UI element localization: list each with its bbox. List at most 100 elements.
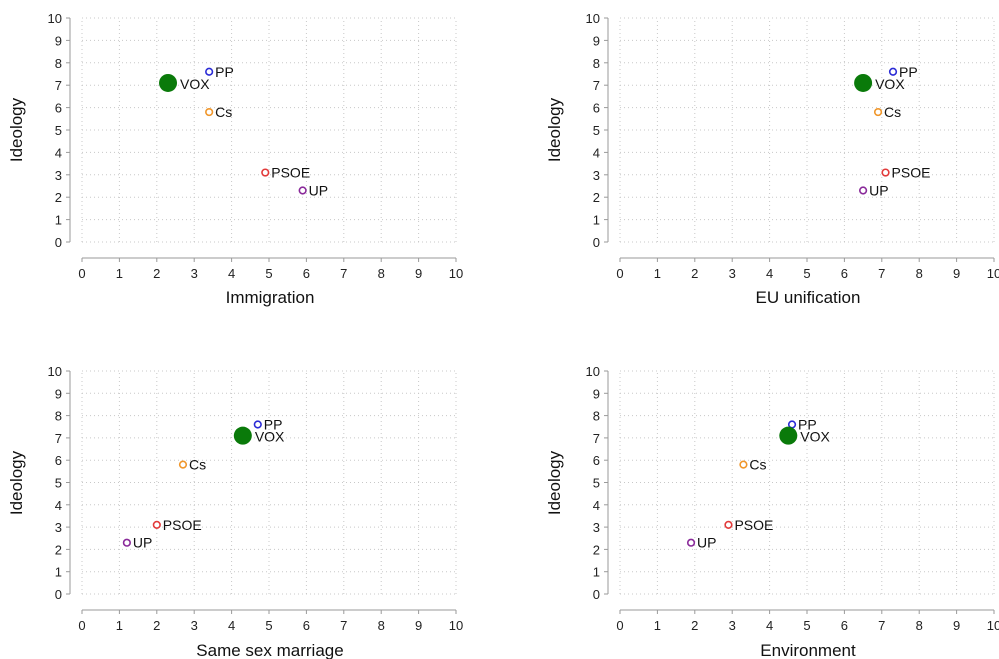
point-up [686,538,696,547]
x-tick-label: 1 [654,266,661,281]
y-tick-label: 0 [55,587,62,602]
x-tick-label: 8 [916,266,923,281]
y-tick-label: 1 [55,213,62,228]
point-label-cs: Cs [215,104,232,120]
x-tick-label: 10 [987,618,999,633]
point-label-vox: VOX [800,429,830,445]
x-tick-label: 0 [616,266,623,281]
x-tick-label: 8 [378,618,385,633]
y-tick-label: 0 [55,235,62,250]
y-tick-label: 9 [593,33,600,48]
y-tick-label: 3 [55,520,62,535]
point-cs [205,107,214,117]
x-tick-label: 2 [691,266,698,281]
point-label-psoe: PSOE [734,517,773,533]
point-label-vox: VOX [875,76,905,92]
point-label-pp: PP [798,417,817,433]
y-tick-label: 3 [593,168,600,183]
x-axis-title: Immigration [226,288,315,307]
x-axis-title: EU unification [756,288,861,307]
chart-panel-1: 0 1 2 3 4 5 6 7 8 9 10 0 1 2 3 4 5 6 7 8 9 10 Immigration Ideol… [7,11,463,307]
y-tick-label: 0 [593,587,600,602]
x-tick-label: 4 [228,618,235,633]
x-tick-label: 10 [987,266,999,281]
y-tick-label: 8 [593,56,600,71]
y-tick-label: 6 [55,453,62,468]
x-tick-label: 7 [340,618,347,633]
x-tick-label: 3 [729,266,736,281]
point-label-vox: VOX [180,76,210,92]
y-tick-label: 10 [48,364,62,379]
point-psoe [724,520,733,529]
x-tick-label: 2 [153,618,160,633]
point-cs [739,460,748,469]
y-tick-label: 7 [593,431,600,446]
y-axis-title: Ideology [545,450,564,515]
point-up [298,186,307,195]
x-tick-label: 6 [841,266,848,281]
y-tick-label: 8 [55,56,62,71]
y-tick-label: 5 [55,123,62,138]
x-tick-label: 6 [303,266,310,281]
y-tick-label: 3 [55,168,62,183]
point-label-psoe: PSOE [163,517,202,533]
y-tick-label: 2 [593,190,600,205]
x-tick-label: 9 [953,266,960,281]
x-tick-label: 4 [228,266,235,281]
point-label-up: UP [309,182,328,198]
x-tick-label: 3 [729,618,736,633]
point-psoe [152,520,161,529]
y-tick-label: 1 [593,213,600,228]
point-label-cs: Cs [884,104,901,120]
y-tick-label: 4 [593,498,600,513]
y-tick-label: 1 [55,565,62,580]
point-pp [253,420,262,429]
x-tick-label: 9 [415,618,422,633]
x-tick-label: 5 [803,266,810,281]
y-tick-label: 4 [593,145,600,160]
x-tick-label: 9 [415,266,422,281]
y-tick-label: 2 [593,542,600,557]
point-up [858,186,868,195]
x-tick-label: 9 [953,618,960,633]
y-tick-label: 9 [55,33,62,48]
y-tick-label: 6 [55,101,62,116]
x-tick-label: 3 [191,618,198,633]
point-vox [779,426,798,445]
x-tick-label: 2 [153,266,160,281]
x-tick-label: 5 [265,266,272,281]
point-up [122,538,131,547]
x-tick-label: 4 [766,618,773,633]
y-tick-label: 5 [593,123,600,138]
y-tick-label: 10 [48,11,62,26]
point-psoe [261,168,270,177]
y-tick-label: 10 [586,364,600,379]
y-tick-label: 2 [55,542,62,557]
y-tick-label: 8 [593,409,600,424]
point-vox [854,73,873,92]
x-tick-label: 8 [916,618,923,633]
y-tick-label: 10 [586,11,600,26]
x-tick-label: 0 [78,618,85,633]
y-tick-label: 9 [593,386,600,401]
y-axis-title: Ideology [545,97,564,162]
x-tick-label: 0 [616,618,623,633]
point-cs [873,107,883,117]
point-label-psoe: PSOE [892,165,931,181]
x-axis-title: Same sex marriage [196,641,343,659]
x-tick-label: 2 [691,618,698,633]
point-vox [233,426,252,445]
y-tick-label: 9 [55,386,62,401]
point-label-up: UP [133,535,152,551]
x-tick-label: 8 [378,266,385,281]
x-tick-label: 6 [303,618,310,633]
x-tick-label: 5 [265,618,272,633]
y-tick-label: 7 [55,78,62,93]
x-axis-title: Environment [760,641,856,659]
point-pp [205,67,214,76]
y-tick-label: 7 [593,78,600,93]
y-tick-label: 5 [593,476,600,491]
x-tick-label: 10 [449,266,463,281]
x-tick-label: 1 [116,618,123,633]
